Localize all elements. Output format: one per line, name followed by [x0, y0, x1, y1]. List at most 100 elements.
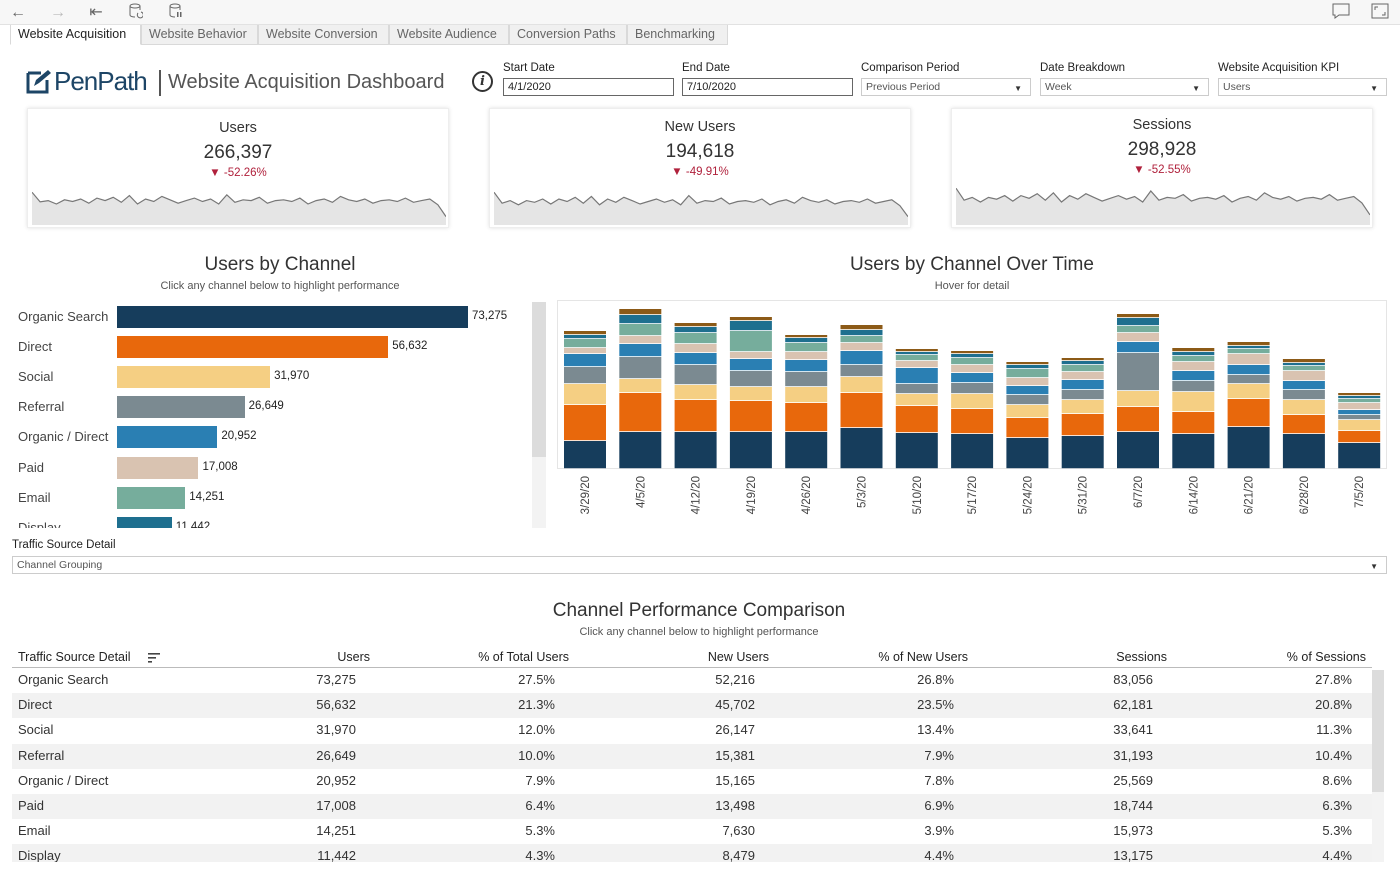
arrow-right-icon[interactable]: →	[50, 4, 66, 21]
stacked-bar-segment[interactable]	[729, 331, 772, 352]
stacked-bar-segment[interactable]	[619, 393, 662, 432]
stacked-bar-segment[interactable]	[1006, 365, 1049, 369]
stacked-bar-segment[interactable]	[564, 367, 606, 384]
column-header[interactable]: Traffic Source Detail	[18, 650, 131, 664]
table-row[interactable]: Display 11,442 4.3% 8,479 4.4% 13,175 4.4%	[12, 844, 1372, 862]
channel-bar[interactable]	[117, 366, 271, 389]
stacked-bar-segment[interactable]	[951, 373, 994, 383]
stacked-bar-segment[interactable]	[1006, 362, 1049, 365]
column-header[interactable]: Sessions	[1116, 650, 1167, 664]
skip-back-icon[interactable]: ⇤	[89, 4, 103, 21]
stacked-bar-segment[interactable]	[1172, 434, 1215, 469]
stacked-bar-segment[interactable]	[564, 339, 606, 348]
bar-chart-scrollbar[interactable]	[532, 302, 546, 528]
stacked-bar-segment[interactable]	[564, 384, 606, 405]
stacked-bar-segment[interactable]	[619, 344, 662, 357]
bar-category-label[interactable]: Email	[18, 489, 51, 505]
stacked-bar-segment[interactable]	[840, 343, 883, 351]
stacked-bar-segment[interactable]	[564, 348, 606, 354]
stacked-bar-segment[interactable]	[674, 385, 717, 400]
stacked-bar-segment[interactable]	[1282, 434, 1325, 469]
stacked-bar-segment[interactable]	[1338, 415, 1381, 420]
stacked-bar-segment[interactable]	[729, 387, 772, 401]
stacked-bar-segment[interactable]	[785, 403, 828, 432]
stacked-bar-segment[interactable]	[895, 352, 938, 355]
stacked-bar-segment[interactable]	[1227, 384, 1270, 399]
tab-website-conversion[interactable]: Website Conversion	[258, 25, 389, 45]
table-row[interactable]: Direct 56,632 21.3% 45,702 23.5% 62,181 20.8%	[12, 693, 1372, 719]
fullscreen-icon[interactable]	[1370, 3, 1390, 22]
tab-conversion-paths[interactable]: Conversion Paths	[509, 25, 627, 45]
stacked-bar-segment[interactable]	[729, 401, 772, 432]
stacked-bar-segment[interactable]	[729, 317, 772, 321]
stacked-bar-segment[interactable]	[1227, 342, 1270, 346]
stacked-bar-segment[interactable]	[1227, 349, 1270, 354]
stacked-bar-segment[interactable]	[674, 333, 717, 344]
stacked-bar-segment[interactable]	[785, 335, 828, 338]
stacked-bar-segment[interactable]	[785, 372, 828, 387]
stacked-bar-segment[interactable]	[1117, 318, 1159, 326]
stacked-bar-segment[interactable]	[619, 324, 662, 336]
stacked-bar-segment[interactable]	[729, 432, 772, 469]
stacked-bar-segment[interactable]	[1061, 414, 1104, 436]
bar-category-label[interactable]: Organic / Direct	[18, 429, 109, 445]
stacked-bar-segment[interactable]	[840, 393, 883, 428]
stacked-bar-segment[interactable]	[564, 441, 606, 469]
bar-category-label[interactable]: Direct	[18, 339, 52, 355]
stacked-bar-segment[interactable]	[1227, 354, 1270, 365]
stacked-bar-segment[interactable]	[1061, 380, 1104, 390]
pause-updates-icon[interactable]	[166, 3, 186, 22]
stacked-bar-segment[interactable]	[1338, 393, 1381, 396]
channel-bar[interactable]	[117, 486, 186, 509]
data-refresh-icon[interactable]	[126, 3, 146, 22]
stacked-bar-segment[interactable]	[1282, 366, 1325, 371]
stacked-bar-segment[interactable]	[729, 359, 772, 371]
stacked-bar-segment[interactable]	[1006, 386, 1049, 395]
table-scrollbar[interactable]	[1372, 670, 1384, 862]
stacked-bar-segment[interactable]	[895, 355, 938, 361]
stacked-bar-segment[interactable]	[1006, 405, 1049, 418]
stacked-bar-segment[interactable]	[840, 330, 883, 336]
table-row[interactable]: Organic / Direct 20,952 7.9% 15,165 7.8% 25,5…	[12, 769, 1372, 794]
stacked-bar-segment[interactable]	[895, 368, 938, 384]
stacked-bar-segment[interactable]	[785, 343, 828, 352]
stacked-bar-segment[interactable]	[840, 336, 883, 343]
channel-bar[interactable]	[117, 426, 218, 449]
sort-icon[interactable]	[148, 653, 160, 663]
stacked-bar-segment[interactable]	[1061, 390, 1104, 400]
stacked-bar-segment[interactable]	[840, 365, 883, 377]
traffic-source-select[interactable]: Channel Grouping ▼	[12, 556, 1387, 574]
stacked-bar-segment[interactable]	[1282, 390, 1325, 400]
stacked-bar-segment[interactable]	[674, 400, 717, 432]
stacked-bar-segment[interactable]	[1282, 363, 1325, 366]
column-header[interactable]: % of Total Users	[478, 650, 569, 664]
stacked-bar-segment[interactable]	[951, 358, 994, 365]
stacked-bar-segment[interactable]	[674, 344, 717, 353]
channel-bar[interactable]	[117, 456, 199, 479]
stacked-bar-segment[interactable]	[1338, 399, 1381, 403]
stacked-bar-segment[interactable]	[785, 360, 828, 372]
comparison-period-select[interactable]: Previous Period ▼	[861, 78, 1031, 96]
stacked-bar-segment[interactable]	[564, 405, 606, 441]
stacked-bar-segment[interactable]	[1338, 420, 1381, 431]
stacked-bar-segment[interactable]	[1061, 436, 1104, 469]
stacked-bar-segment[interactable]	[674, 323, 717, 327]
tab-website-audience[interactable]: Website Audience	[389, 25, 509, 45]
stacked-bar-segment[interactable]	[840, 377, 883, 393]
stacked-bar-segment[interactable]	[1227, 365, 1270, 375]
stacked-bar-segment[interactable]	[1172, 356, 1215, 362]
stacked-bar-segment[interactable]	[1172, 352, 1215, 356]
bar-category-label[interactable]: Display	[18, 519, 61, 528]
stacked-bar-segment[interactable]	[840, 428, 883, 469]
stacked-bar-segment[interactable]	[1117, 314, 1159, 318]
stacked-bar-segment[interactable]	[1117, 333, 1159, 342]
channel-bar[interactable]	[117, 336, 389, 359]
kpi-card-new-users[interactable]: New Users 194,618 ▼ -49.91%	[489, 108, 911, 228]
scrollbar-thumb[interactable]	[1372, 670, 1384, 792]
bar-category-label[interactable]: Paid	[18, 459, 45, 475]
stacked-bar-segment[interactable]	[951, 365, 994, 373]
stacked-bar-segment[interactable]	[619, 315, 662, 324]
stacked-bar-segment[interactable]	[1338, 443, 1381, 469]
stacked-bar-segment[interactable]	[1117, 353, 1159, 391]
stacked-bar-segment[interactable]	[564, 331, 606, 335]
